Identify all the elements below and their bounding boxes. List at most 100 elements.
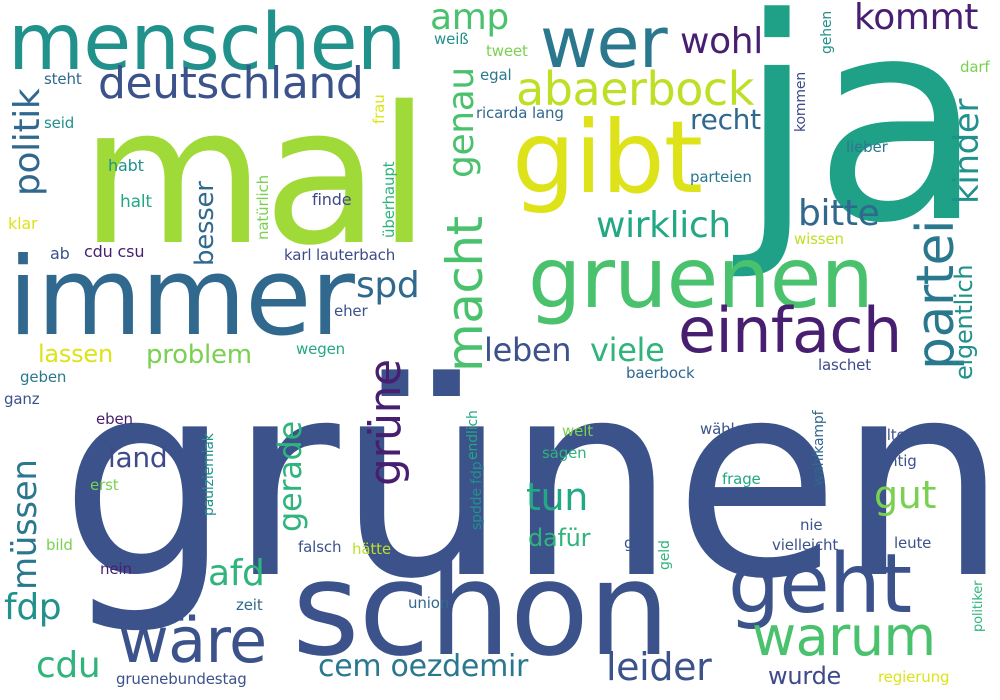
cloud-word: egal	[480, 66, 512, 84]
cloud-word: halt	[120, 192, 152, 212]
cloud-word: gehen	[819, 10, 835, 54]
cloud-word: deutschland	[98, 58, 364, 109]
cloud-word: kinder	[947, 98, 987, 204]
cloud-word: frau	[370, 94, 388, 124]
cloud-word: finde	[312, 190, 352, 209]
cloud-word: wissen	[794, 230, 844, 248]
cloud-word: erst	[90, 476, 119, 494]
cloud-word: kommen	[793, 71, 809, 132]
cloud-word: problem	[146, 340, 252, 370]
cloud-word: lieber	[846, 138, 888, 156]
cloud-word: welt	[562, 422, 593, 440]
cloud-word: bitte	[798, 193, 880, 234]
cloud-word: leider	[606, 645, 712, 689]
cloud-word: politiker	[971, 580, 986, 632]
cloud-word: gerade	[271, 421, 309, 532]
cloud-word: richtig	[870, 452, 917, 470]
cloud-word: besser	[190, 181, 220, 266]
cloud-word: politik	[7, 88, 48, 196]
cloud-word: parteien	[690, 168, 752, 186]
cloud-word: falsch	[298, 538, 342, 556]
cloud-word: mal	[80, 66, 431, 287]
cloud-word: amp	[430, 0, 509, 38]
cloud-word: genau	[441, 67, 482, 178]
cloud-word: einfach	[678, 294, 902, 367]
cloud-word: tweet	[486, 42, 528, 60]
cloud-word: grüne	[360, 359, 411, 486]
cloud-word: ricarda lang	[476, 104, 564, 122]
cloud-word: lassen	[38, 340, 113, 368]
cloud-word: habt	[108, 156, 144, 175]
cloud-word: union	[408, 594, 450, 612]
cloud-word: klar	[8, 214, 38, 233]
cloud-word: zeit	[236, 596, 263, 614]
cloud-word: fdp	[4, 587, 62, 628]
cloud-word: afd	[208, 553, 265, 594]
cloud-word: wäre	[118, 604, 267, 677]
cloud-word: spd	[356, 265, 420, 306]
cloud-word: endlich	[465, 410, 481, 460]
cloud-word: gruenebundestag	[116, 670, 247, 688]
cloud-word: müssen	[5, 459, 45, 590]
cloud-word: warum	[752, 605, 936, 668]
cloud-word: nein	[100, 560, 132, 578]
cloud-word: frage	[722, 470, 761, 488]
cloud-word: schon	[292, 533, 670, 685]
cloud-word: cdu	[36, 645, 101, 686]
cloud-word: ab	[50, 244, 70, 263]
cloud-word: ganz	[4, 390, 40, 408]
cloud-word: cem oezdemir	[318, 649, 529, 684]
cloud-word: eher	[334, 302, 368, 320]
cloud-word: geht	[728, 537, 912, 632]
cloud-word: sollten	[866, 426, 915, 444]
cloud-word: cdu csu	[84, 242, 145, 261]
cloud-word: vielleicht	[772, 536, 839, 554]
cloud-word: wurde	[768, 662, 842, 690]
cloud-word: gar	[624, 534, 649, 552]
cloud-word: sagen	[542, 444, 587, 462]
cloud-word: wegen	[296, 340, 346, 358]
cloud-word: gibt	[512, 99, 703, 216]
cloud-word: leute	[894, 534, 932, 552]
cloud-word: hätte	[352, 540, 391, 558]
cloud-word: wirklich	[596, 205, 731, 246]
cloud-word: immer	[8, 235, 355, 360]
cloud-word: überhaupt	[380, 161, 398, 238]
cloud-word: laschet	[818, 356, 871, 374]
cloud-word: menschen	[8, 0, 406, 88]
cloud-word: wählen	[700, 420, 753, 438]
cloud-word: wahlkampf	[811, 410, 827, 486]
cloud-word: viele	[590, 331, 665, 369]
cloud-word: abaerbock	[516, 62, 754, 116]
cloud-word: regierung	[878, 668, 950, 686]
cloud-word: nie	[800, 516, 823, 534]
cloud-word: wohl	[680, 21, 763, 62]
cloud-word: geld	[657, 540, 673, 570]
cloud-word: tun	[526, 475, 588, 519]
cloud-word: land	[108, 441, 168, 474]
cloud-word: macht	[436, 216, 494, 372]
cloud-word: gruenen	[528, 229, 874, 327]
cloud-word: kommt	[854, 0, 979, 38]
cloud-word: eigentlich	[950, 264, 978, 380]
cloud-word: bild	[46, 536, 73, 554]
cloud-word: natürlich	[254, 175, 272, 240]
cloud-word: geben	[20, 368, 67, 386]
cloud-word: seid	[44, 114, 75, 132]
cloud-word: weiß	[434, 30, 469, 48]
cloud-word: paulziemiak	[201, 433, 217, 516]
cloud-word: leben	[484, 331, 572, 369]
cloud-word: recht	[690, 103, 761, 136]
cloud-word: grünen	[60, 323, 1000, 638]
cloud-word: ja	[738, 0, 985, 285]
cloud-word: eben	[96, 410, 133, 428]
cloud-word: karl lauterbach	[284, 246, 396, 264]
cloud-word: wer	[540, 2, 668, 84]
cloud-word: dafür	[528, 524, 591, 552]
cloud-word: baerbock	[626, 364, 695, 382]
cloud-word: steht	[44, 70, 82, 88]
cloud-word: spdde fdp	[469, 461, 485, 530]
cloud-word: darf	[960, 58, 990, 76]
cloud-word: gut	[874, 473, 936, 517]
